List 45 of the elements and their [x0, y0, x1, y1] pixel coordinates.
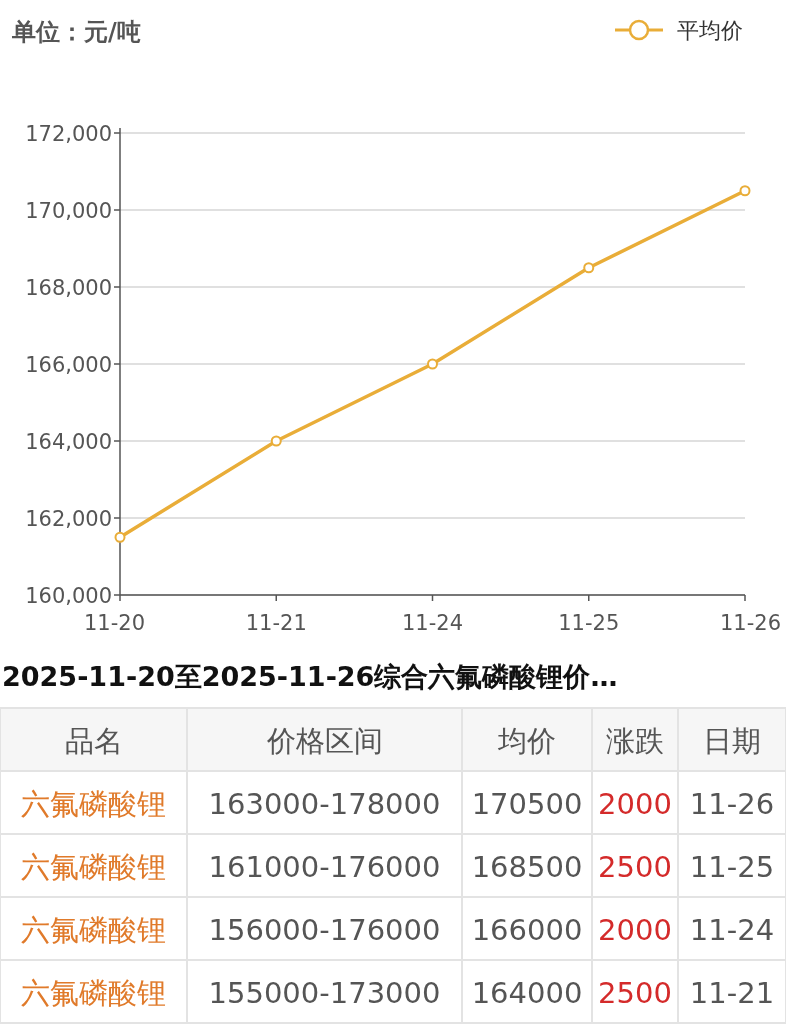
text: 11-26 — [689, 786, 775, 821]
text: 涨跌 — [606, 723, 664, 758]
point — [583, 262, 595, 274]
y-tick-label: 172,000 — [25, 122, 112, 146]
text: 六氟磷酸锂 — [21, 912, 166, 947]
y-tick-label: 160,000 — [25, 584, 112, 608]
y-tick-label: 166,000 — [25, 353, 112, 377]
text: 价格区间 — [265, 723, 383, 758]
y-tick-label: 168,000 — [25, 276, 112, 300]
point — [270, 435, 282, 447]
text: 170500 — [471, 786, 583, 821]
text: 155000-173000 — [208, 975, 441, 1010]
text: 2500 — [598, 975, 672, 1010]
text: 日期 — [703, 723, 761, 758]
x-tick-label: 11-24 — [401, 611, 464, 635]
text: 156000-176000 — [208, 912, 441, 947]
text: 11-24 — [689, 912, 775, 947]
text: 六氟磷酸锂 — [21, 786, 166, 821]
text: 六氟磷酸锂 — [21, 849, 166, 884]
text: 168500 — [471, 849, 583, 884]
text: 163000-178000 — [208, 786, 441, 821]
text: 2500 — [598, 849, 672, 884]
x-tick-label: 11-20 — [84, 611, 146, 635]
y-tick-label: 162,000 — [25, 507, 112, 531]
point — [427, 358, 438, 370]
y-tick-label: 164,000 — [25, 430, 112, 454]
text: 11-25 — [689, 849, 775, 884]
text: 11-21 — [689, 975, 775, 1010]
text: 164000 — [471, 975, 583, 1010]
text: 2025-11-20至2025-11-26综合六氟磷酸锂价… — [2, 661, 618, 692]
y-tick-label: 170,000 — [25, 199, 112, 223]
text: 品名 — [64, 723, 123, 758]
text: 2000 — [598, 912, 672, 947]
text: 均价 — [497, 723, 556, 758]
text: 166000 — [471, 912, 583, 947]
x-tick-label: 11-26 — [719, 611, 781, 635]
x-tick-label: 11-25 — [558, 611, 620, 635]
y-axis-title: 单位：元/吨 — [11, 18, 141, 46]
point — [114, 531, 126, 543]
x-tick-label: 11-21 — [245, 611, 307, 635]
text: 161000-176000 — [208, 849, 441, 884]
text: 六氟磷酸锂 — [21, 975, 166, 1010]
legend-label: 平均价 — [677, 18, 743, 43]
text: 2000 — [598, 786, 672, 821]
point — [739, 185, 751, 197]
